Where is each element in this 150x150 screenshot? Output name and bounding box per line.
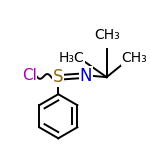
Text: S: S — [53, 68, 64, 86]
Text: CH₃: CH₃ — [94, 28, 120, 42]
Text: CH₃: CH₃ — [122, 51, 147, 65]
Text: Cl: Cl — [22, 68, 37, 83]
Text: N: N — [80, 67, 92, 85]
Text: H₃C: H₃C — [58, 51, 84, 65]
